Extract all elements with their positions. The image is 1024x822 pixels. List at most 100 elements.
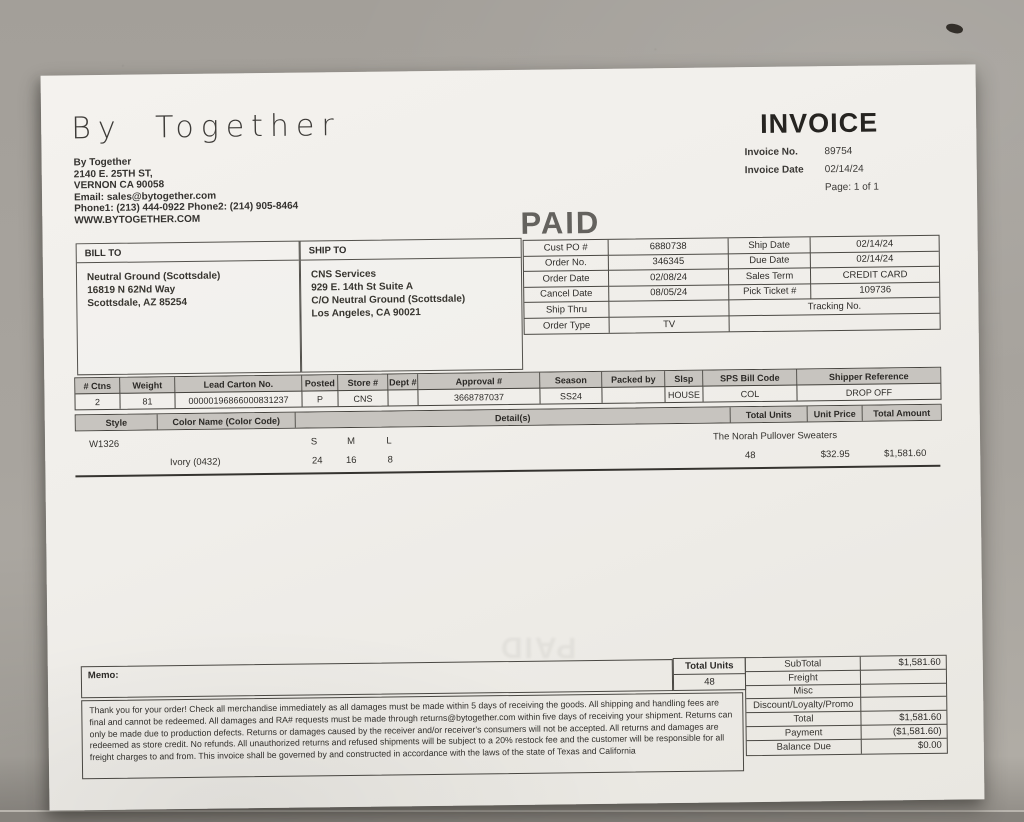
order-info-label: Ship Thru: [524, 301, 610, 319]
carton-value: P: [302, 391, 339, 407]
carton-header: Slsp: [665, 370, 704, 388]
terms-text: Thank you for your order! Check all merc…: [89, 697, 733, 763]
invoice-no-label: Invoice No.: [744, 146, 798, 159]
company-info-block: By Together 2140 E. 25TH ST, VERNON CA 9…: [74, 155, 299, 227]
order-info-value: 02/14/24: [810, 235, 939, 253]
totals-value: $1,581.60: [860, 655, 946, 671]
invoice-date-label: Invoice Date: [744, 164, 804, 177]
carton-header: Shipper Reference: [797, 367, 941, 386]
invoice-title: INVOICE: [759, 107, 879, 139]
carton-value: 00000196866000831237: [175, 391, 303, 409]
carton-value: DROP OFF: [845, 386, 893, 398]
order-info-value: 08/05/24: [609, 284, 730, 302]
order-info-label: Pick Ticket #: [729, 283, 812, 301]
ship-to-address: CNS Services 929 E. 14th St Suite A C/O …: [301, 258, 522, 329]
totals-label: Misc: [746, 684, 862, 700]
order-info-value: CREDIT CARD: [810, 266, 940, 284]
totals-label: Freight: [745, 670, 862, 686]
totals-label: SubTotal: [745, 656, 861, 672]
column-header-details: Detail(s): [295, 407, 731, 428]
page-indicator: Page: 1 of 1: [824, 181, 879, 194]
company-website: WWW.BYTOGETHER.COM: [74, 213, 201, 226]
invoice-date-value: 02/14/24: [824, 163, 864, 176]
table-edge: [0, 810, 1024, 822]
item-total-units: 48: [744, 450, 756, 462]
item-unit-price: $32.95: [820, 448, 850, 461]
column-header-total-amount: Total Amount: [862, 404, 941, 421]
totals-label: Balance Due: [746, 739, 862, 755]
carton-value: 2: [75, 393, 121, 410]
order-info-label: Cust PO #: [523, 239, 609, 257]
invoice-meta: Invoice No. 89754 Invoice Date 02/14/24 …: [744, 145, 935, 201]
order-info-label: Cancel Date: [524, 286, 610, 303]
paid-stamp: PAID: [520, 204, 601, 241]
carton-value: 81: [120, 393, 176, 409]
column-header-total-units: Total Units: [730, 406, 808, 423]
order-info-label: Order Date: [523, 270, 610, 288]
item-total-amount: $1,581.60: [884, 447, 927, 460]
total-units-label: Total Units: [673, 658, 745, 676]
carton-header: Lead Carton No.: [175, 375, 303, 394]
carton-header: Weight: [120, 377, 176, 394]
total-units-table: Total Units 48: [672, 657, 747, 692]
order-info-value: 02/14/24: [810, 251, 939, 269]
item-size-m: M: [347, 435, 356, 448]
ship-to-line: Los Angeles, CA 90021: [311, 307, 421, 320]
invoice-no-value: 89754: [824, 145, 853, 158]
carton-header: Store #: [338, 374, 389, 392]
carton-header: Season: [540, 371, 603, 389]
ship-to-box: SHIP TO CNS Services 929 E. 14th St Suit…: [299, 237, 524, 373]
order-info-label: Order Type: [524, 317, 610, 334]
order-info-value: [730, 313, 940, 331]
item-qty-l: 8: [387, 454, 393, 466]
column-header-color: Color Name (Color Code): [157, 412, 296, 430]
order-info-value: 02/08/24: [608, 269, 730, 287]
bill-to-box: BILL TO Neutral Ground (Scottsdale) 1681…: [75, 240, 302, 376]
totals-value: $0.00: [917, 739, 942, 752]
totals-label: Payment: [746, 725, 862, 741]
order-info-label: Ship Date: [728, 237, 811, 254]
item-color: Ivory (0432): [169, 456, 221, 469]
totals-table: SubTotal $1,581.60 Freight Misc Discount…: [744, 654, 948, 756]
meta-spacer: [745, 182, 825, 201]
carton-value: [388, 390, 419, 406]
totals-value: [860, 669, 947, 685]
column-header-unit-price: Unit Price: [807, 405, 863, 422]
order-info-value: 346345: [608, 253, 729, 271]
totals-value: [861, 683, 947, 699]
carton-header: Packed by: [602, 371, 666, 388]
totals-label: Total: [746, 711, 862, 728]
carton-header: # Ctns: [75, 377, 121, 395]
carton-value: CNS: [338, 390, 389, 407]
column-header-style: Style: [75, 414, 158, 431]
item-size-s: S: [310, 436, 318, 448]
bill-to-address: Neutral Ground (Scottsdale) 16819 N 62Nd…: [77, 261, 300, 319]
item-size-l: L: [386, 435, 392, 447]
total-units-value: 48: [704, 676, 715, 688]
order-info-value: 6880738: [608, 238, 729, 256]
carton-value: HOUSE: [665, 386, 704, 403]
carton-value: 3668787037: [418, 388, 541, 406]
order-info-label: Due Date: [728, 252, 811, 270]
carton-header: SPS Bill Code: [703, 369, 798, 387]
order-info-label: Sales Term: [728, 268, 812, 285]
carton-value: [602, 387, 666, 403]
totals-value: ($1,581.60): [861, 724, 947, 740]
debris-mark: [945, 21, 964, 36]
item-description: The Norah Pullover Sweaters: [712, 430, 838, 443]
carton-header: Approval #: [418, 372, 541, 391]
order-info-table: Cust PO # 6880738 Ship Date 02/14/24 Ord…: [522, 234, 941, 335]
order-info-label: Order No.: [523, 255, 609, 272]
order-info-value: 109736: [811, 282, 940, 300]
carton-value: COL: [703, 385, 798, 402]
memo-label: Memo:: [87, 669, 119, 682]
terms-box: Thank you for your order! Check all merc…: [81, 692, 745, 780]
carton-value: SS24: [540, 387, 603, 404]
carton-header: Posted: [302, 375, 339, 392]
invoice-document: By Together By Together 2140 E. 25TH ST,…: [40, 64, 985, 811]
item-qty-m: 16: [345, 454, 357, 467]
totals-value: $1,581.60: [861, 710, 947, 726]
carton-header: Dept #: [388, 374, 419, 391]
company-logo: By Together: [70, 108, 341, 147]
totals-label: Discount/Loyalty/Promo: [746, 698, 862, 714]
